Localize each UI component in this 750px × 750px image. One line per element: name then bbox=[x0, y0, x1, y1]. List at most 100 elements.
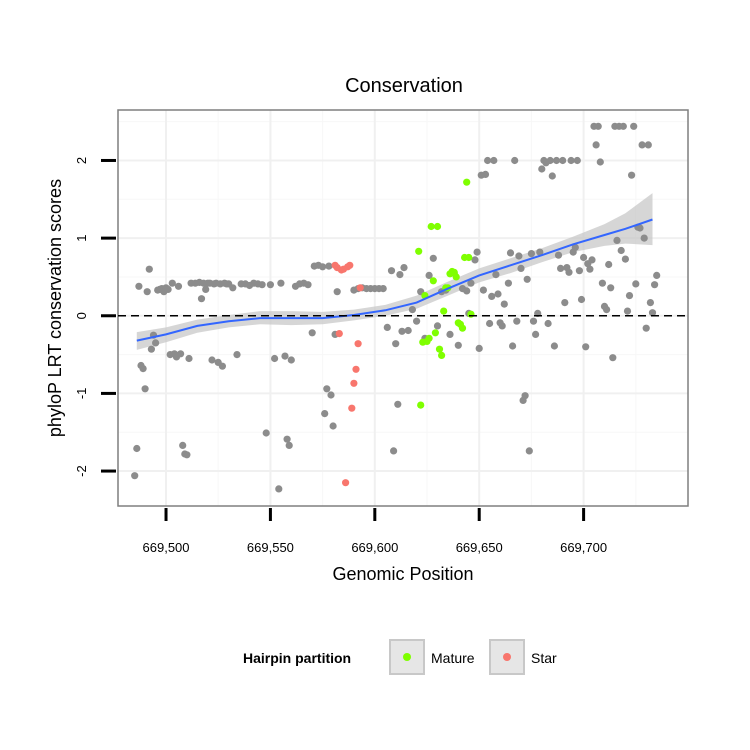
data-point-other bbox=[577, 295, 586, 304]
data-point-other bbox=[400, 264, 408, 272]
data-point-other bbox=[304, 281, 312, 289]
data-point-other bbox=[567, 156, 575, 165]
data-point-other bbox=[258, 281, 266, 289]
x-axis-title: Genomic Position bbox=[332, 564, 473, 584]
data-point-other bbox=[467, 279, 475, 287]
legend-label-mature: Mature bbox=[431, 650, 475, 666]
data-point-other bbox=[648, 309, 657, 317]
x-tick-label: 669,600 bbox=[351, 540, 398, 555]
plot-panel bbox=[117, 109, 689, 507]
data-point-other bbox=[506, 249, 515, 257]
data-point-other bbox=[185, 354, 193, 363]
data-point-other bbox=[131, 472, 139, 480]
data-point-other bbox=[580, 253, 588, 262]
data-point-other bbox=[429, 254, 437, 262]
data-point-other bbox=[174, 282, 183, 290]
data-point-other bbox=[628, 171, 636, 179]
data-point-other bbox=[208, 356, 216, 364]
data-point-other bbox=[433, 322, 442, 330]
data-point-other bbox=[621, 255, 630, 263]
data-point-other bbox=[523, 275, 531, 283]
data-point-other bbox=[613, 236, 621, 244]
data-point-other bbox=[548, 172, 556, 180]
y-tick-label: -1 bbox=[74, 388, 89, 400]
data-point-other bbox=[544, 319, 552, 328]
data-point-star bbox=[350, 379, 358, 387]
data-point-other bbox=[285, 441, 293, 449]
data-point-other bbox=[139, 365, 147, 373]
data-point-other bbox=[183, 451, 191, 459]
data-point-other bbox=[271, 354, 279, 363]
x-axis: 669,500 669,550 669,600 669,650 669,700 bbox=[143, 508, 607, 555]
y-axis: -2 -1 0 1 2 bbox=[74, 157, 116, 477]
data-point-other bbox=[325, 262, 333, 270]
data-point-other bbox=[321, 410, 329, 418]
data-point-other bbox=[630, 122, 638, 130]
data-point-other bbox=[177, 350, 185, 358]
legend: Hairpin partition Mature Star bbox=[243, 639, 557, 675]
data-point-other bbox=[308, 329, 316, 337]
data-point-star bbox=[335, 330, 343, 338]
data-point-other bbox=[333, 288, 341, 296]
data-point-other bbox=[404, 326, 412, 335]
data-point-other bbox=[575, 267, 584, 275]
data-point-other bbox=[598, 279, 607, 287]
data-point-other bbox=[517, 264, 525, 272]
data-point-other bbox=[229, 284, 237, 292]
points-star bbox=[331, 261, 364, 487]
data-point-other bbox=[594, 122, 602, 130]
data-point-other bbox=[133, 444, 141, 453]
data-point-other bbox=[632, 280, 640, 288]
data-point-mature bbox=[465, 253, 473, 262]
data-point-other bbox=[640, 234, 648, 242]
data-point-other bbox=[561, 299, 569, 307]
data-point-other bbox=[396, 271, 404, 279]
data-point-other bbox=[135, 282, 143, 290]
confidence-ribbon bbox=[136, 193, 653, 350]
data-point-other bbox=[319, 263, 327, 271]
data-point-other bbox=[554, 251, 563, 259]
data-point-other bbox=[619, 122, 627, 130]
data-point-mature bbox=[458, 324, 467, 332]
data-point-other bbox=[582, 343, 590, 351]
data-point-other bbox=[147, 345, 155, 353]
smooth-trend-line bbox=[136, 218, 653, 342]
data-point-mature bbox=[433, 222, 442, 231]
data-point-other bbox=[546, 156, 554, 165]
data-point-mature bbox=[425, 334, 433, 342]
data-point-other bbox=[446, 330, 454, 338]
data-point-mature bbox=[429, 277, 437, 285]
data-point-other bbox=[390, 447, 398, 455]
data-point-other bbox=[532, 330, 540, 338]
data-point-other bbox=[287, 356, 295, 364]
data-point-other bbox=[164, 285, 172, 293]
data-point-other bbox=[473, 248, 481, 256]
y-tick-label: -2 bbox=[74, 465, 89, 477]
data-point-other bbox=[145, 265, 153, 273]
data-point-other bbox=[277, 279, 285, 287]
data-point-other bbox=[281, 352, 289, 360]
data-point-other bbox=[571, 243, 579, 251]
data-point-other bbox=[492, 271, 500, 279]
data-point-other bbox=[550, 342, 559, 350]
data-point-other bbox=[218, 362, 226, 370]
data-point-other bbox=[413, 317, 421, 325]
data-point-other bbox=[327, 391, 335, 399]
data-point-other bbox=[536, 248, 544, 256]
data-point-other bbox=[607, 284, 615, 292]
data-point-other bbox=[636, 224, 644, 232]
y-tick-label: 2 bbox=[74, 157, 89, 164]
data-point-other bbox=[638, 141, 646, 149]
data-point-other bbox=[323, 385, 331, 393]
data-point-other bbox=[504, 279, 512, 287]
data-point-other bbox=[488, 292, 496, 300]
legend-label-star: Star bbox=[531, 650, 557, 666]
data-point-other bbox=[617, 246, 625, 255]
y-axis-title: phyloP LRT conservation scores bbox=[45, 179, 65, 437]
data-point-other bbox=[490, 156, 498, 165]
data-point-other bbox=[573, 156, 581, 165]
data-point-other bbox=[500, 300, 508, 308]
data-point-other bbox=[398, 327, 406, 335]
data-point-other bbox=[392, 340, 400, 348]
